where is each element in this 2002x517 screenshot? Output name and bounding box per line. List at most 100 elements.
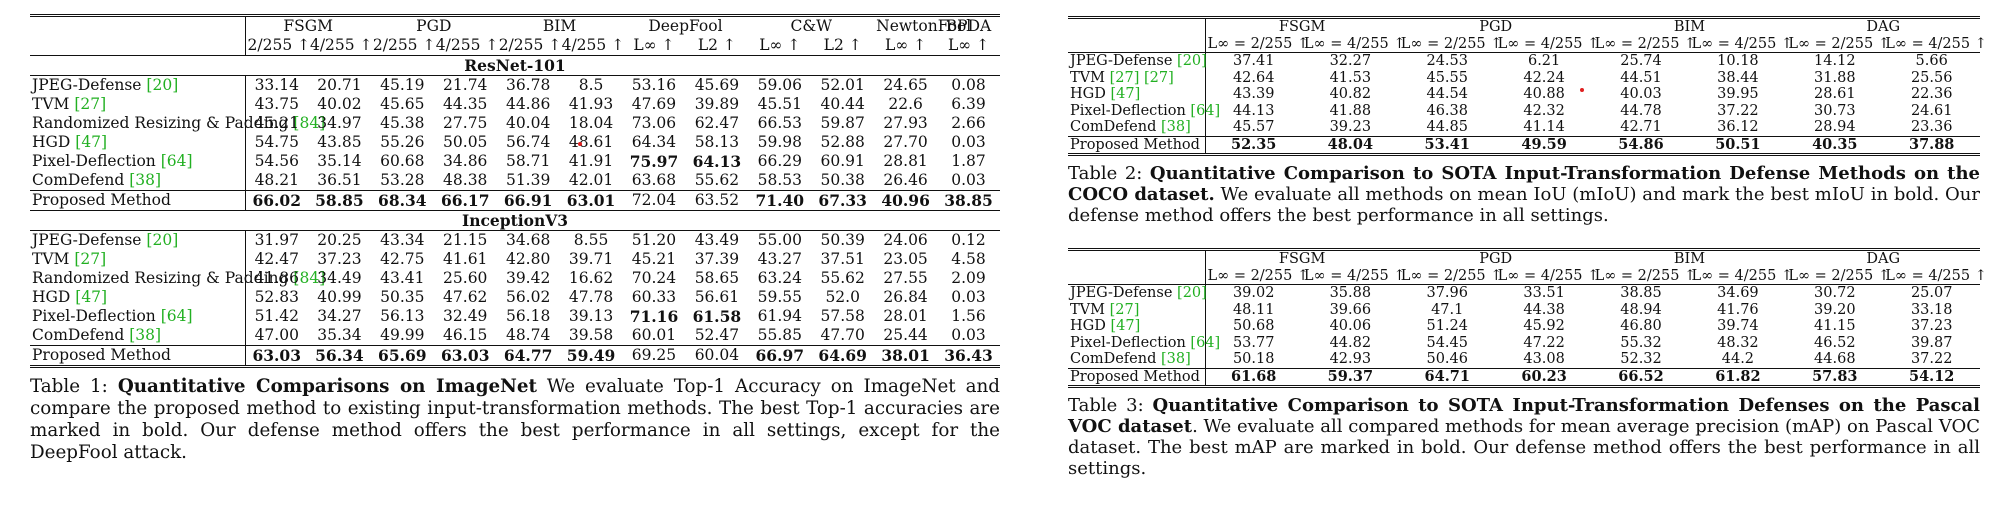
value-cell: 42.93: [1329, 351, 1372, 367]
method-cell: HGD [47]: [1068, 86, 1206, 103]
value-cell: 49.99: [380, 326, 425, 344]
value-cell: 60.23: [1495, 367, 1593, 388]
value-cell: 50.05: [443, 133, 488, 151]
value-cell: 57.58: [820, 307, 865, 325]
caption-label: Table 3:: [1068, 395, 1153, 416]
value-cell: 75.97: [629, 152, 679, 171]
value-cell: 60.91: [820, 152, 865, 170]
value-cell: 59.37: [1301, 367, 1399, 388]
value-cell: 61.94: [757, 307, 802, 325]
sub-header: L∞ = 2/255 ↑: [1592, 267, 1697, 285]
sub-header: 2/255 ↑: [370, 36, 436, 56]
caption-label: Table 2:: [1068, 163, 1150, 184]
method-name: TVM: [32, 95, 70, 113]
method-name: Proposed Method: [1070, 368, 1200, 385]
value-cell: 35.14: [317, 152, 362, 170]
method-name: ComDefend: [32, 326, 125, 344]
value-cell: 58.85: [307, 190, 371, 211]
value-cell: 34.49: [317, 269, 362, 287]
value-cell: 40.82: [1329, 86, 1372, 102]
group-header: PGD: [370, 14, 497, 36]
method-cell: Pixel-Deflection [64]: [30, 307, 246, 326]
value-cell: 56.02: [505, 288, 551, 306]
value-cell: 50.18: [1232, 351, 1275, 367]
table-row: Randomized Resizing & Padding [84] 41.86 3…: [30, 269, 1000, 288]
value-cell: 48.32: [1717, 334, 1759, 351]
value-cell: 31.88: [1814, 69, 1856, 86]
value-cell: 45.21: [631, 250, 677, 268]
method-name: Proposed Method: [1070, 136, 1200, 153]
group-header: FSGM: [1205, 248, 1399, 268]
citation: [27]: [74, 95, 107, 113]
table-row: ComDefend [38] 47.00 35.34 49.99 46.15 48.74 3…: [30, 326, 1000, 346]
group-header: FSGM: [1205, 16, 1399, 36]
value-cell: 33.14: [254, 76, 299, 94]
value-cell: 8.5: [578, 76, 604, 94]
value-cell: 59.55: [757, 288, 802, 306]
method-cell: TVM [27] [27]: [1068, 69, 1206, 86]
value-cell: 24.06: [883, 231, 928, 249]
value-cell: 41.88: [1329, 102, 1372, 119]
citation: [38]: [1160, 119, 1191, 135]
table3-group-header: FSGM PGD BIM DAG: [1068, 248, 1981, 268]
value-cell: 52.32: [1620, 351, 1662, 367]
sub-header: 2/255 ↑: [245, 36, 310, 56]
value-cell: 44.68: [1814, 351, 1856, 367]
value-cell: 23.05: [883, 250, 928, 268]
value-cell: 2.66: [951, 114, 986, 132]
value-cell: 22.36: [1910, 86, 1953, 102]
value-cell: 48.11: [1232, 301, 1275, 318]
value-cell: 55.85: [757, 326, 802, 344]
value-cell: 39.20: [1814, 301, 1856, 318]
group-header: PGD: [1398, 248, 1593, 268]
method-cell: Pixel-Deflection [64]: [1068, 102, 1220, 119]
value-cell: 41.91: [568, 152, 614, 170]
value-cell: 27.70: [883, 133, 928, 151]
citation: [47]: [1110, 86, 1141, 102]
sub-header: 4/255 ↑: [307, 36, 373, 56]
method-name: Pixel-Deflection: [1070, 102, 1186, 119]
table-row: TVM [27] 43.75 40.02 45.65 44.35 44.86 41.93 47…: [30, 95, 1000, 114]
method-name: JPEG-Defense: [1070, 53, 1173, 69]
caption-text: We evaluate all methods on mean IoU (mIo…: [1068, 184, 1980, 226]
method-name: HGD: [32, 288, 71, 306]
value-cell: 34.69: [1717, 285, 1759, 301]
value-cell: 25.60: [443, 269, 488, 287]
method-cell: ComDefend [38]: [1068, 351, 1206, 368]
method-name: TVM: [32, 250, 70, 268]
value-cell: 63.03: [245, 345, 308, 368]
method-cell: TVM [27]: [1068, 301, 1206, 318]
sub-header: 2/255 ↑: [496, 36, 562, 56]
value-cell: 63.68: [631, 171, 677, 189]
value-cell: 52.88: [820, 133, 865, 151]
value-cell: 52.01: [820, 76, 865, 94]
sub-header: L∞ ↑: [937, 36, 1000, 56]
value-cell: 21.15: [443, 231, 488, 249]
value-cell: 56.18: [505, 307, 551, 325]
value-cell: 66.17: [433, 190, 497, 211]
method-cell: Randomized Resizing & Padding [84]: [30, 114, 325, 133]
value-cell: 53.41: [1398, 135, 1496, 156]
value-cell: 42.32: [1523, 102, 1565, 119]
value-cell: 40.96: [874, 190, 938, 211]
value-cell: 54.45: [1426, 334, 1468, 351]
table1-group-header: FSGM PGD BIM DeepFool C&W NewtonFool BPDA: [30, 14, 1000, 36]
value-cell: 5.66: [1915, 53, 1948, 69]
group-header: DAG: [1786, 16, 1981, 36]
citation: [38]: [1160, 351, 1191, 367]
value-cell: 37.22: [1717, 102, 1759, 119]
value-cell: 40.35: [1786, 135, 1884, 156]
sub-header: 4/255 ↑: [559, 36, 625, 56]
value-cell: 54.56: [254, 152, 299, 170]
sub-header: L∞ = 2/255 ↑: [1398, 35, 1503, 53]
value-cell: 42.71: [1620, 119, 1662, 135]
method-cell: JPEG-Defense [20]: [1068, 52, 1207, 70]
citation: [27] [27]: [1109, 69, 1174, 86]
value-cell: 53.28: [380, 171, 425, 189]
table1: FSGM PGD BIM DeepFool C&W NewtonFool BPDA 2/25…: [30, 14, 1000, 368]
proposed-row: Proposed Method 61.68 59.37 64.71 60.23 66.52…: [1068, 367, 1981, 388]
group-header: BPDA: [937, 14, 1000, 36]
group-header: FSGM: [245, 14, 371, 36]
value-cell: 1.56: [951, 307, 986, 325]
red-mark: [1580, 88, 1584, 92]
